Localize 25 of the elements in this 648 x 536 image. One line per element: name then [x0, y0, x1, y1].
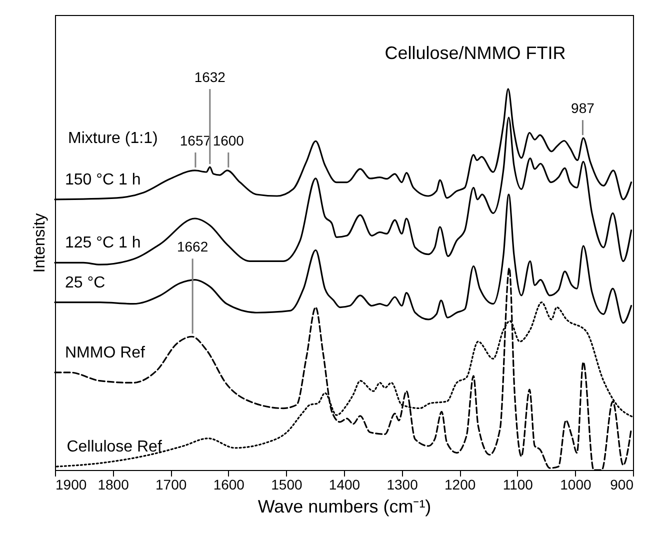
chart-title: Cellulose/NMMO FTIR: [384, 43, 566, 63]
x-tick-label: 1400: [328, 476, 360, 492]
annotation: 1662: [176, 238, 208, 255]
x-tick-label: 1900: [56, 476, 87, 492]
annotation: Mixture (1:1): [68, 130, 158, 147]
x-axis-title: Wave numbers (cm⁻¹): [258, 496, 432, 516]
series-label: 25 °C: [65, 274, 106, 292]
x-tick-label: 1500: [271, 476, 302, 492]
x-tick-label: 1300: [386, 476, 418, 492]
annotation: 1657: [180, 132, 212, 148]
y-axis-title: Intensity: [32, 213, 48, 273]
x-tick-label: 1700: [156, 476, 187, 492]
series-label: Cellulose Ref: [66, 438, 162, 456]
x-tick-label: 900: [610, 476, 634, 492]
annotation: 1600: [212, 132, 244, 148]
x-tick-label: 1200: [444, 476, 476, 492]
x-tick-label: 1100: [502, 476, 534, 492]
x-tick-label: 1000: [560, 476, 592, 492]
annotation: 987: [571, 100, 595, 116]
series-label: 125 °C 1 h: [65, 234, 141, 252]
annotation: 1632: [194, 69, 226, 86]
x-tick-label: 1600: [213, 476, 245, 492]
series-label: 150 °C 1 h: [65, 171, 141, 188]
series-label: NMMO Ref: [65, 344, 146, 362]
x-tick-label: 1800: [98, 476, 130, 492]
